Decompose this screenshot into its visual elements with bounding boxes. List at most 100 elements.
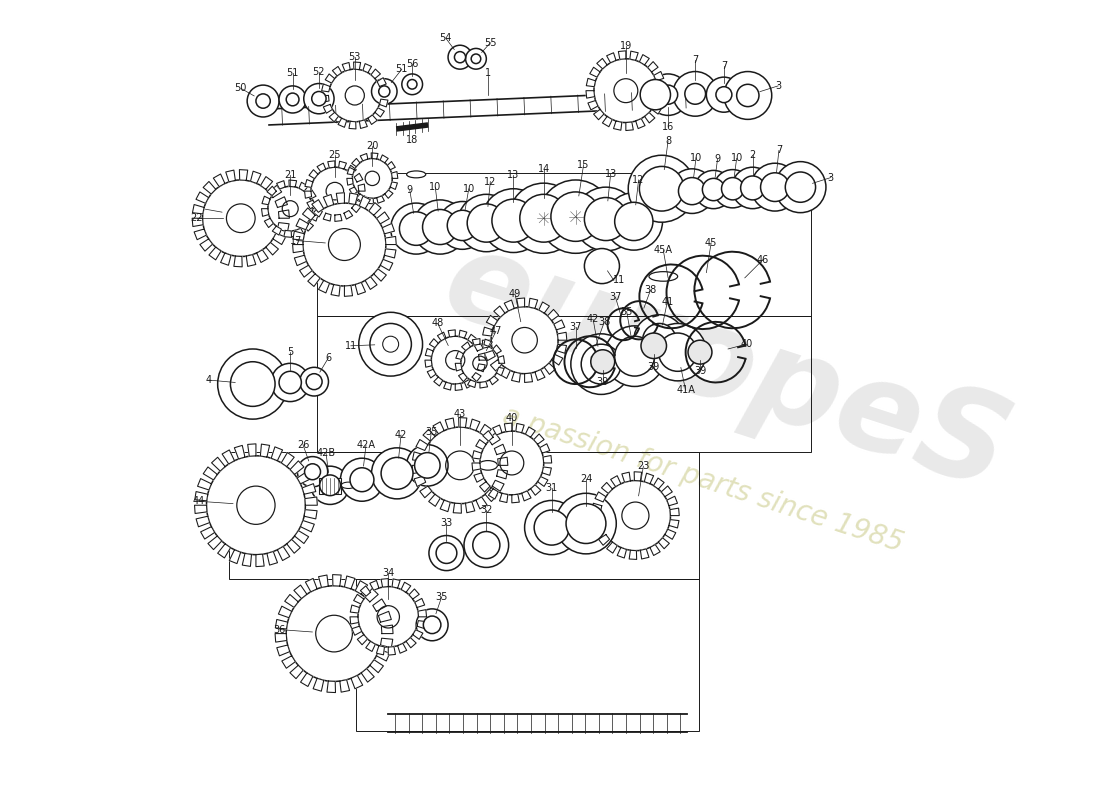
Text: 44: 44 <box>192 496 205 506</box>
Ellipse shape <box>478 461 497 470</box>
Polygon shape <box>317 163 326 172</box>
Polygon shape <box>381 259 393 270</box>
Polygon shape <box>350 605 360 613</box>
Polygon shape <box>307 200 316 209</box>
Circle shape <box>659 85 678 104</box>
Polygon shape <box>248 444 256 456</box>
Circle shape <box>685 83 705 104</box>
Polygon shape <box>367 115 377 125</box>
Polygon shape <box>306 578 317 592</box>
Circle shape <box>584 249 619 284</box>
Circle shape <box>471 54 481 63</box>
Polygon shape <box>282 656 296 668</box>
Polygon shape <box>543 455 552 463</box>
Polygon shape <box>275 619 287 629</box>
Polygon shape <box>488 433 501 445</box>
Circle shape <box>535 510 569 545</box>
Circle shape <box>706 77 741 112</box>
Circle shape <box>566 504 606 543</box>
Circle shape <box>480 431 543 495</box>
Polygon shape <box>385 190 393 198</box>
Circle shape <box>372 78 397 104</box>
Text: 10: 10 <box>690 153 702 162</box>
Polygon shape <box>277 645 289 656</box>
Polygon shape <box>661 486 672 497</box>
Polygon shape <box>465 502 475 513</box>
Polygon shape <box>512 494 519 503</box>
Polygon shape <box>592 503 602 511</box>
Circle shape <box>659 333 696 371</box>
Polygon shape <box>358 634 367 645</box>
Text: a passion for parts since 1985: a passion for parts since 1985 <box>499 402 908 558</box>
Circle shape <box>679 178 705 205</box>
Polygon shape <box>453 503 461 513</box>
Text: 8: 8 <box>666 136 671 146</box>
Polygon shape <box>480 382 487 388</box>
Circle shape <box>468 204 506 242</box>
Polygon shape <box>418 610 427 617</box>
Circle shape <box>461 344 499 382</box>
Polygon shape <box>397 643 407 654</box>
Polygon shape <box>443 382 451 390</box>
Polygon shape <box>346 178 353 185</box>
Polygon shape <box>645 473 653 484</box>
Polygon shape <box>277 222 289 232</box>
Circle shape <box>340 458 384 502</box>
Text: 33: 33 <box>440 518 452 528</box>
Text: 38: 38 <box>645 285 657 295</box>
Text: 26: 26 <box>297 440 309 450</box>
Text: 50: 50 <box>234 83 248 94</box>
Polygon shape <box>302 484 316 494</box>
Polygon shape <box>348 167 354 175</box>
Text: 53: 53 <box>349 52 361 62</box>
Polygon shape <box>323 105 332 114</box>
Text: 14: 14 <box>538 164 550 174</box>
Circle shape <box>740 176 764 200</box>
Polygon shape <box>483 430 493 441</box>
Polygon shape <box>388 646 395 655</box>
Polygon shape <box>353 62 361 70</box>
Polygon shape <box>360 196 371 209</box>
Polygon shape <box>192 218 204 226</box>
Bar <box>317 316 811 452</box>
Polygon shape <box>614 121 622 130</box>
Circle shape <box>390 203 442 254</box>
Polygon shape <box>530 485 541 495</box>
Polygon shape <box>262 196 271 205</box>
Polygon shape <box>352 158 360 166</box>
Polygon shape <box>200 526 214 539</box>
Text: 51: 51 <box>396 64 408 74</box>
Polygon shape <box>267 186 276 195</box>
Polygon shape <box>370 660 384 673</box>
Polygon shape <box>299 182 308 191</box>
Circle shape <box>378 86 389 97</box>
Circle shape <box>448 46 472 69</box>
Polygon shape <box>626 122 634 130</box>
Polygon shape <box>363 64 372 73</box>
Polygon shape <box>352 204 361 213</box>
Text: 20: 20 <box>366 142 378 151</box>
Polygon shape <box>222 450 234 464</box>
Polygon shape <box>349 122 356 129</box>
Text: 54: 54 <box>440 33 452 43</box>
Polygon shape <box>326 74 334 83</box>
Polygon shape <box>311 201 319 209</box>
Polygon shape <box>478 353 485 360</box>
Polygon shape <box>327 681 336 693</box>
Polygon shape <box>586 90 594 98</box>
Circle shape <box>688 340 712 364</box>
Polygon shape <box>374 269 386 281</box>
Polygon shape <box>488 489 498 499</box>
Polygon shape <box>610 476 620 486</box>
Polygon shape <box>297 471 311 484</box>
Polygon shape <box>484 350 495 361</box>
Polygon shape <box>284 230 292 238</box>
Polygon shape <box>365 277 377 290</box>
Circle shape <box>306 374 322 390</box>
Circle shape <box>774 162 826 213</box>
Polygon shape <box>448 330 455 337</box>
Text: 37: 37 <box>609 292 622 302</box>
Polygon shape <box>590 67 600 77</box>
Polygon shape <box>484 339 493 346</box>
Polygon shape <box>311 200 323 212</box>
